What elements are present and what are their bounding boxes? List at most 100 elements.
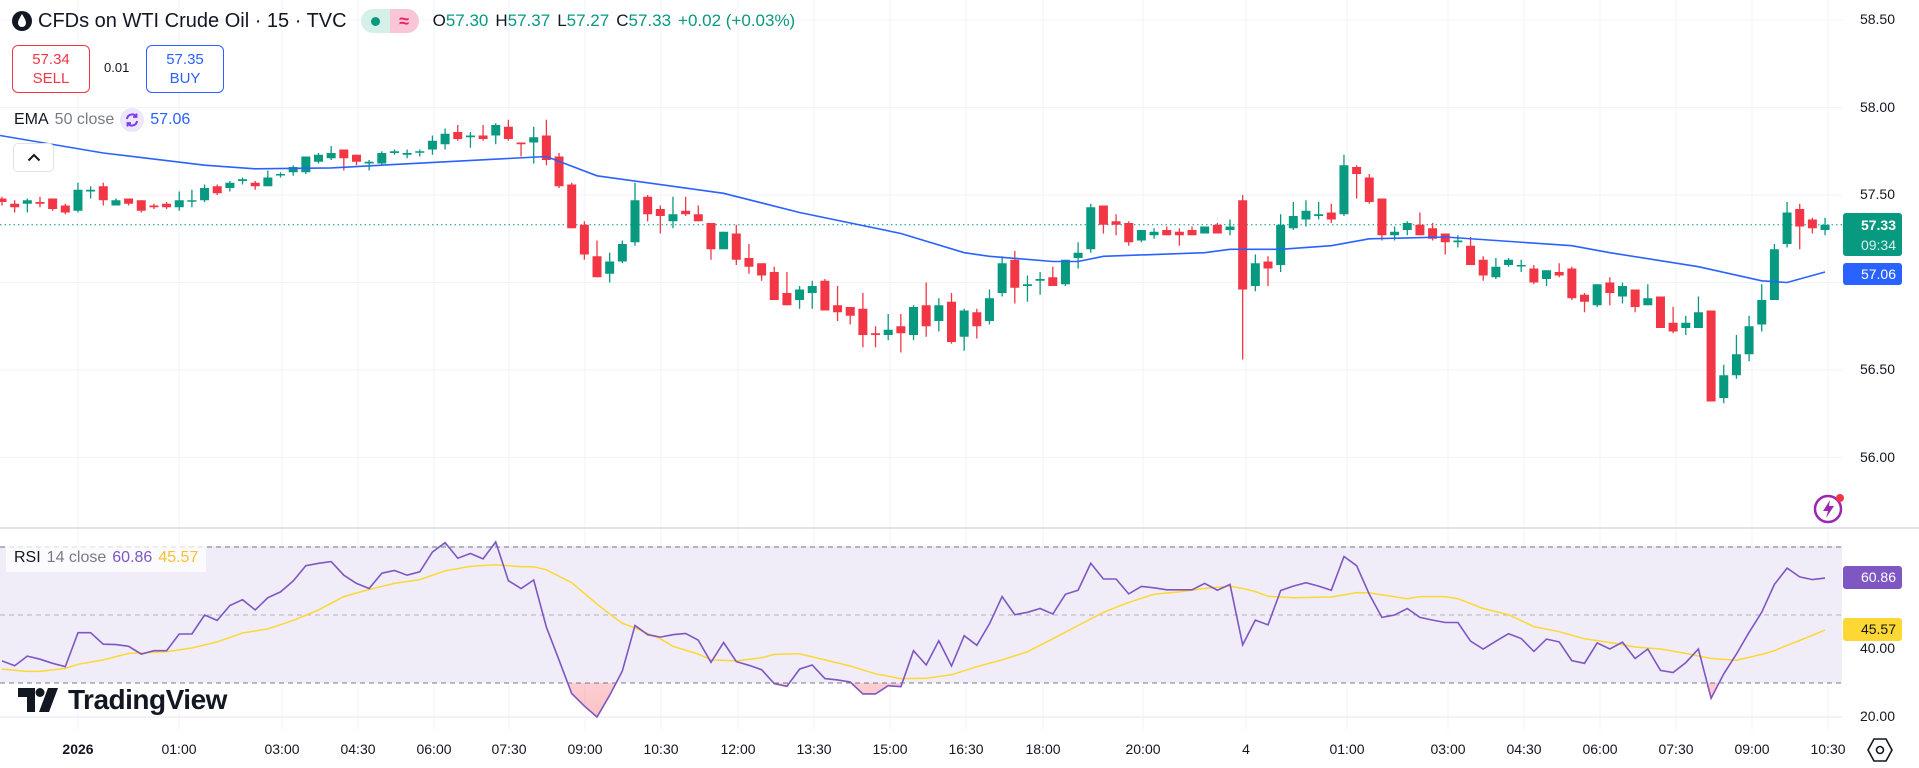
candle <box>997 256 1007 297</box>
candle <box>149 203 159 209</box>
candle <box>1554 263 1564 278</box>
rsi-legend[interactable]: RSI 14 close 60.86 45.57 <box>6 543 207 572</box>
candle <box>1415 212 1425 236</box>
time-tick-label: 4 <box>1242 741 1250 757</box>
buy-button[interactable]: 57.35 BUY <box>146 45 224 93</box>
candle-body <box>820 280 830 311</box>
time-tick-label: 2026 <box>62 741 94 757</box>
approx-icon[interactable]: ≈ <box>389 9 419 33</box>
candle-body <box>1060 259 1070 285</box>
candle-body <box>314 154 323 162</box>
collapse-legend-button[interactable] <box>13 143 54 172</box>
candle <box>1060 259 1070 286</box>
time-tick-label: 06:00 <box>1582 741 1618 757</box>
candle-body <box>1757 300 1767 325</box>
candle <box>1288 202 1298 230</box>
sell-button[interactable]: 57.34 SELL <box>12 45 90 93</box>
candle-body <box>1567 268 1577 299</box>
candle-body <box>1010 259 1020 288</box>
candle-body <box>693 214 703 222</box>
sell-label: SELL <box>32 70 70 87</box>
candle-body <box>200 188 210 201</box>
rsi-ma-line <box>1 563 1826 680</box>
candle-body <box>579 224 589 255</box>
buy-price: 57.35 <box>166 51 204 68</box>
candle <box>35 196 45 208</box>
candle-body <box>1212 224 1222 234</box>
candle-body <box>1326 212 1336 220</box>
candle-body <box>1263 261 1273 269</box>
high-value: 57.37 <box>507 11 551 30</box>
lightning-icon[interactable] <box>1813 493 1845 525</box>
symbol-title[interactable]: CFDs on WTI Crude Oil · 15 · TVC <box>38 9 347 32</box>
candle-body <box>503 126 513 139</box>
time-tick-label: 01:00 <box>1329 741 1365 757</box>
candle <box>276 172 286 178</box>
candle <box>1757 284 1767 332</box>
candle <box>516 142 526 157</box>
sync-icon[interactable] <box>120 108 145 132</box>
dot-icon <box>370 16 380 26</box>
candle <box>1491 258 1501 279</box>
ema-legend[interactable]: EMA 50 close 57.06 <box>14 108 190 132</box>
candle-body <box>1795 209 1805 227</box>
candle <box>389 149 399 155</box>
market-open-indicator[interactable] <box>360 9 390 33</box>
candle-body <box>731 233 741 260</box>
open-value: 57.30 <box>445 11 489 30</box>
candle-body <box>1098 205 1108 225</box>
candle-body <box>1111 221 1121 225</box>
candle-body <box>1200 226 1210 234</box>
rsi-line <box>1 540 1826 719</box>
candle <box>212 184 222 195</box>
candle <box>1238 195 1248 360</box>
spread-value: 0.01 <box>104 60 130 75</box>
candle-body <box>1022 284 1032 286</box>
candle <box>465 132 475 148</box>
candle-body <box>1529 268 1539 283</box>
candle <box>1010 251 1020 304</box>
candle <box>1769 244 1779 300</box>
candle-body <box>617 244 627 262</box>
candle <box>250 181 260 190</box>
candle-body <box>1174 231 1184 236</box>
rsi-ma-tag: 45.57 <box>1843 618 1902 641</box>
market-status-pill[interactable]: ≈ <box>360 9 419 33</box>
candle <box>301 156 311 174</box>
candle-body <box>136 200 146 211</box>
candle-body <box>427 140 437 150</box>
candle <box>478 125 488 141</box>
candle <box>1073 242 1083 269</box>
tradingview-logo[interactable]: TradingView <box>18 684 227 716</box>
candle-body <box>301 156 311 173</box>
candle-body <box>871 333 881 335</box>
price-tick-label: 56.50 <box>1859 361 1895 377</box>
candle-body <box>1516 265 1526 267</box>
candle <box>1111 214 1121 236</box>
candle <box>769 266 779 300</box>
candle <box>1301 200 1311 227</box>
candle <box>111 198 121 206</box>
candle-body <box>1136 230 1146 241</box>
candle-body <box>1250 263 1260 286</box>
candle-body <box>60 205 70 213</box>
candle-body <box>73 189 83 211</box>
candle <box>1098 205 1108 234</box>
candle-body <box>1453 240 1463 243</box>
time-tick-label: 03:00 <box>1430 741 1466 757</box>
candle-body <box>1782 212 1792 244</box>
candle-body <box>1149 231 1159 236</box>
candle <box>1339 154 1349 216</box>
candle-body <box>934 305 944 321</box>
candle <box>934 298 944 332</box>
candle <box>947 293 956 344</box>
candle <box>1605 277 1615 306</box>
candle <box>1022 275 1032 302</box>
last-price-value: 57.33 <box>1860 217 1896 233</box>
candle <box>554 153 564 188</box>
last-price-tag: 57.33 09:34 <box>1843 213 1902 256</box>
hexagon-settings-icon[interactable] <box>1866 737 1894 768</box>
candle <box>541 119 551 166</box>
candle-body <box>1352 167 1362 174</box>
